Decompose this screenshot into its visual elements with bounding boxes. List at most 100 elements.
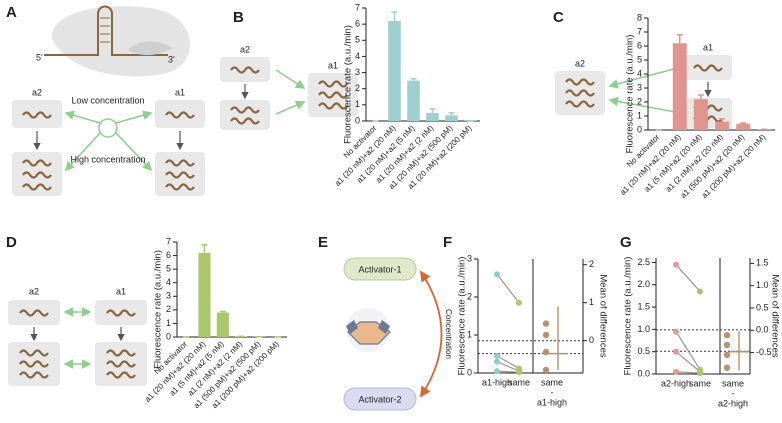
shape [98, 118, 118, 138]
tick-label: 1.0 [756, 280, 769, 290]
bar [445, 115, 458, 121]
point [673, 368, 679, 375]
label: a1 [328, 60, 338, 70]
x-tick-label: same [541, 377, 563, 387]
point [516, 369, 522, 376]
tick-label: 2 [637, 96, 642, 106]
label: Activator-2 [358, 394, 401, 404]
tick-label: -0.5 [756, 347, 772, 357]
x-tick-label: same [689, 378, 711, 388]
label: a2 [240, 44, 250, 54]
shape [346, 320, 390, 334]
bar [216, 312, 229, 337]
tick-label: 0 [589, 335, 594, 345]
tick-label: 3 [467, 253, 472, 263]
point [494, 358, 500, 365]
label: a1 [703, 42, 713, 52]
point [494, 368, 500, 375]
shape [115, 132, 153, 172]
difference-point [723, 364, 731, 371]
shape [64, 132, 101, 172]
bar [426, 112, 439, 121]
pair-line [675, 264, 701, 292]
tick-label: 1 [589, 297, 594, 307]
label: a1 [175, 87, 185, 97]
tick-label: 1 [355, 99, 360, 109]
tick-label: 2 [166, 304, 171, 314]
tick-label: 0.5 [637, 346, 650, 356]
pair-line [496, 273, 520, 304]
tick-label: 0 [637, 124, 642, 134]
tick-label: 1.5 [756, 258, 769, 268]
panel-a: A 5' 3' a2 a1 Low concentration High con… [6, 4, 205, 196]
y-axis-label: Fluorescence rate (a.u./min) [625, 35, 636, 154]
difference-point [542, 348, 550, 356]
tick-label: 6 [637, 40, 642, 50]
label: High concentration [70, 154, 145, 164]
label: B [233, 9, 244, 26]
shape [343, 387, 417, 411]
shape [100, 17, 110, 43]
shape [343, 257, 417, 281]
shape [128, 41, 172, 56]
y-axis-label: Fluorescence rate (a.u./min) [457, 257, 468, 376]
tick-label: 7 [355, 2, 360, 12]
bar [693, 99, 708, 130]
tick-label: 1.0 [637, 324, 650, 334]
label: C [553, 9, 564, 26]
label: E [318, 234, 328, 251]
tick-label: 4 [637, 68, 642, 78]
shape [275, 100, 306, 115]
pair-line [496, 370, 520, 373]
tick-label: 0 [467, 367, 472, 377]
label: a2 [575, 58, 585, 68]
tick-label: 2.0 [637, 279, 650, 289]
bar [715, 121, 730, 130]
difference-point [723, 341, 731, 349]
pair-line [675, 351, 701, 373]
tick-label: 0.0 [756, 325, 769, 335]
shape [64, 110, 101, 124]
x-tick-label: same [722, 378, 744, 388]
bar [672, 43, 687, 131]
tick-label: 4 [355, 51, 360, 61]
shape [51, 6, 190, 77]
bar [736, 123, 751, 130]
tick-label: 7 [166, 236, 171, 246]
tick-label: 3 [355, 67, 360, 77]
bar [407, 80, 420, 121]
point [673, 348, 679, 355]
label: a2 [29, 286, 39, 296]
shape [608, 66, 682, 89]
x-tick-label: a2-high [718, 398, 748, 408]
tick-label: 1 [467, 329, 472, 339]
x-tick-label: - [551, 387, 554, 397]
tick-label: 5 [166, 264, 171, 274]
shape [608, 96, 682, 114]
point [494, 271, 500, 278]
tick-label: 1.5 [637, 301, 650, 311]
tick-label: 5 [637, 54, 642, 64]
y-axis-label: Fluorescence rate (a.u./min) [343, 25, 354, 144]
label: a1 [116, 286, 126, 296]
difference-point [542, 331, 550, 339]
label: a2 [32, 87, 42, 97]
tick-label: 0 [166, 331, 171, 341]
shape [115, 110, 153, 124]
tick-label: 4 [166, 277, 171, 287]
label: 5' [36, 52, 43, 62]
pair-line [675, 331, 701, 370]
panel-b-diagram: B a2 a1 [220, 9, 358, 130]
label: D [6, 234, 17, 251]
label: 3' [168, 54, 175, 64]
pair-line [496, 361, 520, 372]
tick-label: 6 [166, 250, 171, 260]
label: Concentration [444, 309, 453, 359]
tick-label: 1 [166, 318, 171, 328]
shape [220, 100, 270, 130]
pair-line [675, 371, 701, 374]
x-tick-label: a2-high [661, 378, 691, 388]
tick-label: 2 [355, 83, 360, 93]
shape [275, 69, 306, 89]
shape [44, 5, 168, 56]
